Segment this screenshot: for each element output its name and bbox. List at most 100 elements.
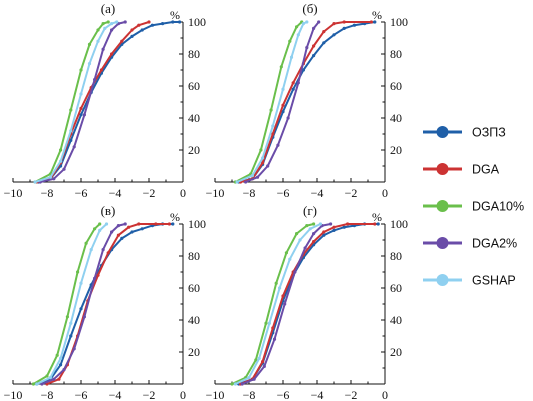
- x-tick-label: −6: [75, 186, 88, 200]
- data-point: [312, 26, 316, 30]
- data-point: [101, 47, 105, 51]
- data-point: [322, 230, 326, 234]
- data-point: [298, 238, 302, 242]
- x-tick-label: −2: [143, 186, 156, 200]
- legend-entry-dga10: DGA10%: [423, 200, 524, 214]
- data-point: [235, 180, 239, 184]
- x-tick-label: −4: [311, 186, 324, 200]
- data-point: [87, 62, 92, 66]
- x-tick-label: −4: [109, 388, 122, 401]
- data-point: [373, 222, 377, 226]
- data-point: [103, 26, 107, 30]
- data-point: [96, 273, 100, 277]
- legend-label: ОЗПЗ: [472, 126, 506, 140]
- data-point: [87, 42, 92, 47]
- data-point: [288, 39, 292, 43]
- y-tick-label: 40: [390, 313, 402, 327]
- panel-v: −10 −8 −6 −4 −2 0 20 40 60 80 100% (в): [4, 203, 206, 401]
- data-point: [233, 382, 237, 386]
- data-point: [79, 113, 83, 117]
- data-point: [99, 68, 103, 72]
- data-point: [59, 363, 63, 367]
- series-line: [239, 223, 376, 385]
- data-point: [59, 159, 63, 163]
- data-point: [295, 25, 299, 29]
- data-point: [150, 23, 154, 27]
- data-point: [318, 222, 322, 226]
- data-point: [288, 257, 292, 261]
- data-point: [110, 28, 114, 32]
- data-point: [244, 180, 248, 184]
- panel-label: (г): [303, 203, 317, 218]
- y-tick-label: 40: [188, 313, 200, 327]
- data-point: [93, 276, 97, 280]
- data-point: [291, 87, 295, 91]
- data-point: [322, 233, 326, 237]
- panel-label: (б): [302, 1, 317, 16]
- panel-a: −10 −8 −6 −4 −2 0 20 40 60 80 100% (а): [4, 1, 206, 200]
- data-point: [283, 302, 287, 306]
- data-point: [123, 20, 127, 24]
- data-point: [55, 353, 59, 357]
- data-point: [317, 20, 321, 24]
- y-tick-label: 100: [390, 217, 408, 231]
- data-point: [274, 281, 278, 285]
- series-line: [231, 223, 315, 385]
- data-point: [296, 33, 300, 37]
- data-point: [312, 44, 316, 48]
- series-line: [239, 21, 373, 183]
- series-gshap: [233, 222, 322, 386]
- data-point: [369, 20, 373, 24]
- data-point: [52, 377, 56, 381]
- data-point: [98, 228, 102, 232]
- y-tick-label: 60: [390, 281, 402, 295]
- series-gshap: [35, 222, 109, 386]
- data-point: [312, 240, 316, 244]
- data-point: [84, 241, 88, 245]
- legend-label: DGA: [472, 163, 500, 177]
- data-point: [178, 20, 182, 24]
- data-point: [137, 23, 141, 27]
- data-point: [104, 222, 109, 226]
- data-point: [171, 20, 175, 24]
- x-tick-label: −8: [41, 186, 54, 200]
- legend-label: DGA2%: [472, 237, 517, 251]
- data-point: [98, 222, 102, 226]
- x-tick-label: −8: [41, 388, 54, 401]
- unit-label: %: [170, 8, 180, 22]
- data-point: [35, 382, 39, 386]
- data-point: [48, 175, 53, 179]
- x-tick-label: −10: [4, 388, 23, 401]
- x-tick-label: 0: [382, 186, 388, 200]
- data-point: [281, 110, 285, 114]
- data-point: [281, 103, 285, 107]
- data-point: [110, 230, 114, 234]
- series-озпз: [36, 20, 182, 184]
- data-point: [376, 222, 380, 226]
- data-point: [254, 358, 258, 362]
- series-line: [35, 223, 108, 385]
- data-point: [261, 360, 265, 364]
- series-line: [37, 21, 181, 183]
- data-point: [305, 46, 309, 50]
- x-tick-label: −8: [243, 388, 256, 401]
- series-line: [35, 21, 150, 183]
- data-point: [154, 222, 158, 226]
- x-tick-label: −2: [345, 388, 358, 401]
- y-tick-label: 40: [390, 111, 402, 125]
- data-point: [93, 78, 97, 82]
- x-tick-label: −4: [311, 388, 324, 401]
- data-point: [101, 248, 105, 252]
- data-point: [147, 20, 151, 24]
- data-point: [130, 34, 134, 39]
- x-tick-label: −2: [345, 186, 358, 200]
- x-tick-label: 0: [180, 388, 186, 401]
- data-point: [45, 374, 49, 378]
- data-point: [308, 227, 312, 231]
- series-dga10: [31, 222, 102, 386]
- data-point: [271, 132, 275, 136]
- y-tick-label: 60: [188, 79, 200, 93]
- data-point: [79, 307, 83, 311]
- data-point: [69, 129, 73, 133]
- data-point: [332, 225, 336, 229]
